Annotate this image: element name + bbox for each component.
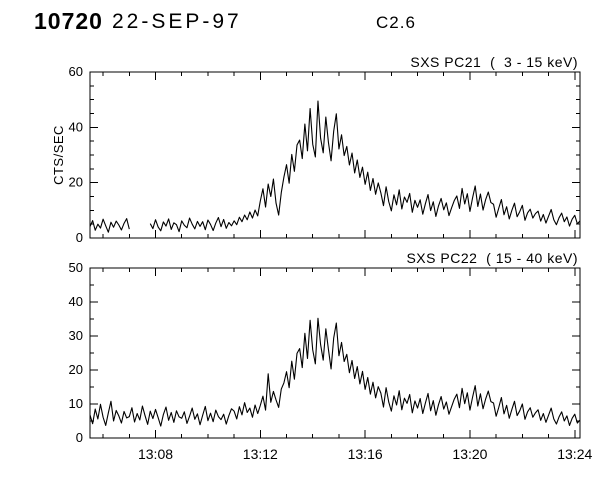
flare-class: C2.6 <box>376 13 416 32</box>
pc22-lightcurve-trace <box>89 317 581 427</box>
pc22-axes <box>89 267 581 439</box>
xtick-label: 13:24 <box>557 446 592 462</box>
event-number: 10720 <box>34 8 103 34</box>
panel-title-pc22: SXS PC22 ( 15 - 40 keV) <box>406 250 578 266</box>
xtick-label: 13:08 <box>138 446 173 462</box>
pc22-tick-labels: 0 10 20 30 40 50 13:08 13:12 13:16 13:20 13:24 <box>69 260 593 462</box>
pc22-ytick-label: 20 <box>69 362 83 377</box>
pc22-ytick-label: 30 <box>69 328 83 343</box>
pc21-ytick-label: 40 <box>69 119 83 134</box>
event-date: 22-SEP-97 <box>112 10 242 33</box>
pc21-lightcurve-trace <box>89 100 581 233</box>
pc21-ytick-label: 0 <box>76 230 83 245</box>
xtick-label: 13:16 <box>348 446 383 462</box>
pc21-ytick-label: 60 <box>69 64 83 79</box>
xtick-label: 13:20 <box>452 446 487 462</box>
pc22-ytick-label: 50 <box>69 260 83 275</box>
panel-title-pc21: SXS PC21 ( 3 - 15 keV) <box>410 54 578 70</box>
pc22-ytick-label: 0 <box>76 430 83 445</box>
pc22-ytick-label: 10 <box>69 396 83 411</box>
pc21-axes <box>89 71 581 239</box>
pc22-ytick-label: 40 <box>69 294 83 309</box>
pc21-ytick-label: 20 <box>69 175 83 190</box>
xtick-label: 13:12 <box>243 446 278 462</box>
pc21-tick-labels: 0 20 40 60 <box>69 64 83 245</box>
